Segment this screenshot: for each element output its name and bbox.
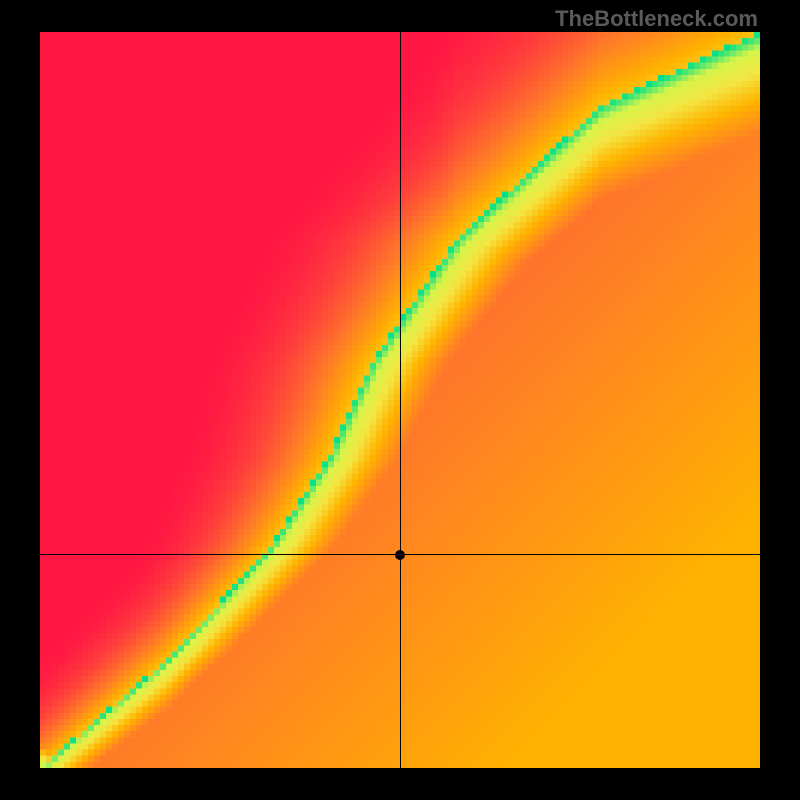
crosshair-marker: [395, 550, 405, 560]
crosshair-vertical: [400, 32, 401, 768]
watermark-text: TheBottleneck.com: [555, 6, 758, 32]
chart-container: TheBottleneck.com: [0, 0, 800, 800]
